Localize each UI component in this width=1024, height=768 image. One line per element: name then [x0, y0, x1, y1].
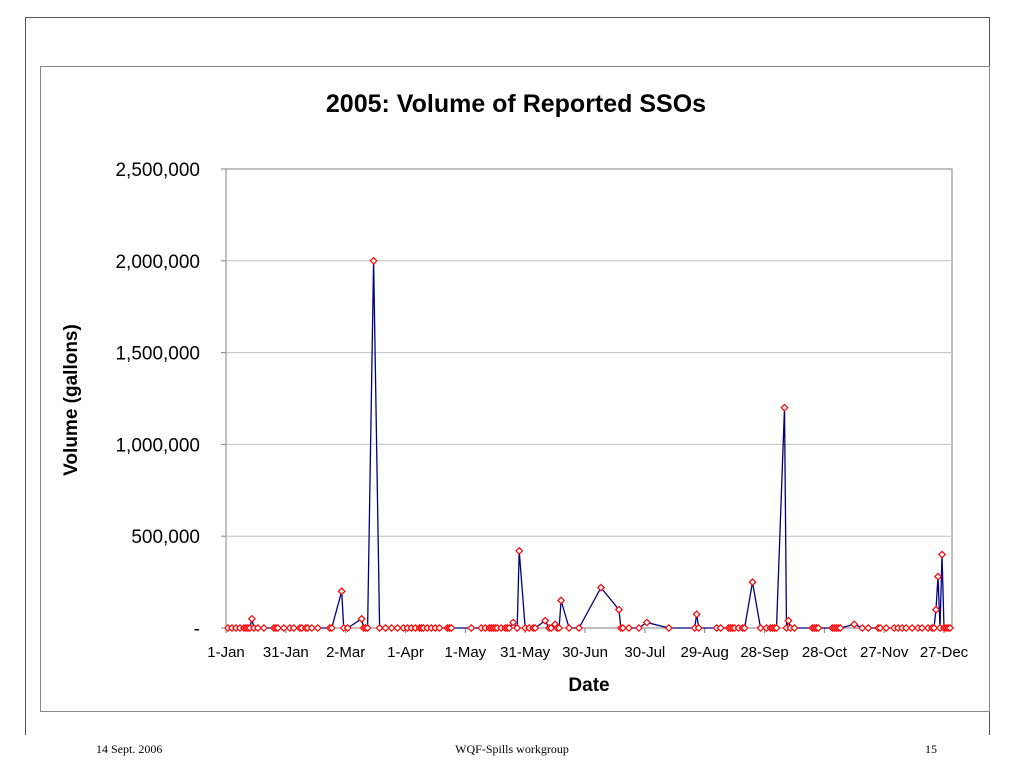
x-tick-label: 30-Jun — [562, 644, 608, 661]
data-point — [531, 623, 540, 633]
data-point — [547, 623, 556, 633]
x-tick-label: 1-Jan — [207, 644, 245, 661]
x-tick-labels: 1-Jan 31-Jan 2-Mar 1-Apr 1-May 31-May 30-Jun 30… — [207, 628, 969, 661]
data-point — [850, 620, 859, 629]
x-axis-label: Date — [568, 675, 609, 696]
data-point — [357, 614, 366, 623]
data-point — [555, 623, 564, 633]
data-point — [509, 618, 518, 627]
data-point — [624, 623, 633, 633]
data-point — [876, 623, 885, 633]
data-point — [858, 623, 867, 633]
data-point — [253, 623, 262, 633]
x-tick-label: 28-Sep — [740, 644, 788, 661]
data-point — [937, 550, 947, 559]
data-point — [836, 623, 845, 633]
footer-date: 14 Sept. 2006 — [96, 742, 163, 756]
data-point — [447, 623, 456, 633]
data-point — [918, 623, 927, 633]
data-point — [908, 623, 917, 633]
data-point — [381, 623, 390, 633]
page-number: 15 — [925, 742, 937, 756]
x-tick-label: 2-Mar — [326, 644, 365, 661]
data-point — [513, 623, 522, 633]
y-tick-label: 2,000,000 — [115, 252, 200, 273]
footer-title: WQF-Spills workgroup — [455, 742, 569, 756]
data-point — [716, 623, 725, 633]
data-point — [784, 616, 793, 625]
data-point — [692, 610, 701, 619]
data-point — [931, 605, 941, 614]
y-tick-label: - — [194, 619, 200, 640]
data-point — [343, 623, 352, 633]
data-point — [259, 623, 268, 633]
data-point — [541, 616, 550, 625]
x-tick-label: 1-May — [444, 644, 486, 661]
data-point — [247, 614, 256, 623]
data-point — [393, 623, 402, 633]
x-tick-label: 27-Nov — [860, 644, 909, 661]
data-point — [337, 587, 346, 596]
data-point — [307, 623, 316, 633]
y-tick-label: 500,000 — [131, 527, 200, 548]
data-point — [634, 623, 643, 633]
data-point — [273, 623, 282, 633]
data-point — [505, 623, 514, 633]
data-point — [375, 623, 384, 633]
x-tick-label: 31-Jan — [263, 644, 309, 661]
y-tick-label: 2,500,000 — [115, 160, 200, 181]
data-point — [557, 596, 566, 605]
data-point — [933, 572, 943, 581]
data-point — [882, 623, 891, 633]
data-point — [945, 623, 955, 633]
data-point — [740, 623, 749, 633]
data-point — [664, 623, 673, 633]
data-point — [790, 623, 799, 633]
data-point — [814, 623, 823, 633]
data-point — [902, 623, 911, 633]
data-point — [363, 623, 372, 633]
chart-title: 2005: Volume of Reported SSOs — [326, 90, 706, 118]
x-tick-label: 28-Oct — [802, 644, 848, 661]
data-point — [642, 618, 651, 627]
chart-frame — [40, 66, 990, 712]
y-axis-label: Volume (gallons) — [61, 324, 82, 476]
data-point — [756, 623, 765, 633]
data-point — [618, 623, 627, 633]
data-point — [387, 623, 396, 633]
x-tick-label: 1-Apr — [387, 644, 424, 661]
data-point — [864, 623, 873, 633]
data-point — [327, 623, 336, 633]
data-point — [467, 623, 476, 633]
gridlines — [226, 260, 952, 537]
data-point — [565, 623, 574, 633]
data-point — [772, 623, 781, 633]
y-tick-labels: - 500,000 1,000,000 1,500,000 2,000,000 2,500… — [115, 160, 226, 640]
data-point — [313, 623, 322, 633]
data-point — [574, 623, 584, 633]
data-point — [369, 256, 378, 265]
plot-area — [225, 168, 953, 629]
data-point — [289, 623, 298, 633]
data-point — [596, 583, 606, 592]
data-point — [614, 605, 623, 614]
data-point — [694, 623, 703, 633]
x-tick-label: 27-Dec — [920, 644, 969, 661]
data-point — [930, 623, 939, 633]
data-point — [748, 578, 757, 587]
x-tick-label: 30-Jul — [624, 644, 665, 661]
y-tick-label: 1,500,000 — [115, 344, 200, 365]
data-point — [780, 403, 789, 412]
x-tick-label: 31-May — [500, 644, 551, 661]
y-tick-label: 1,000,000 — [115, 435, 200, 456]
series-markers — [223, 256, 955, 633]
data-point — [279, 623, 288, 633]
x-tick-label: 29-Aug — [680, 644, 728, 661]
data-point — [515, 546, 524, 555]
data-point — [435, 623, 444, 633]
chart: 2005: Volume of Reported SSOs - 500,000 1,… — [61, 90, 969, 696]
